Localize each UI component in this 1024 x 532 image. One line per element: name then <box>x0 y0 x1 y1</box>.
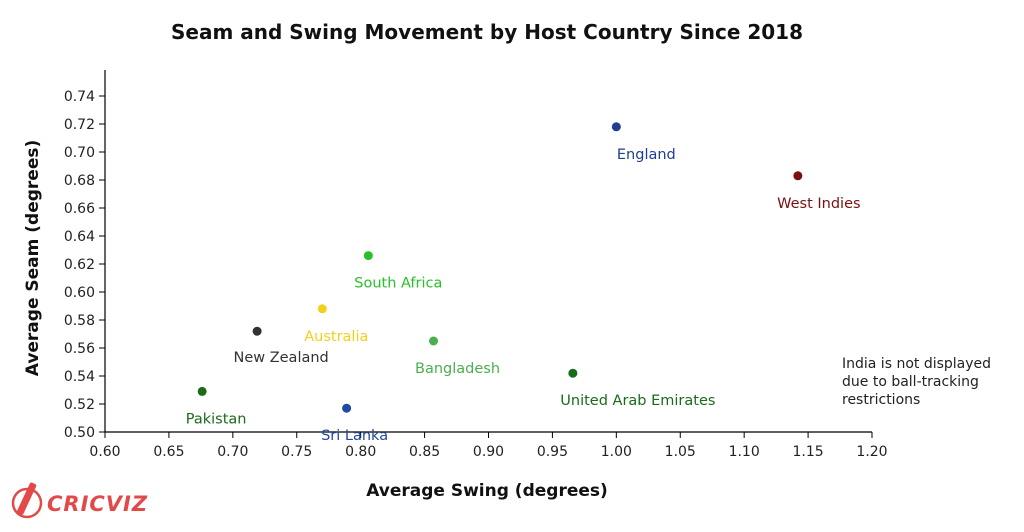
x-tick-label: 1.05 <box>665 444 696 460</box>
annotation-note: India is not displayed due to ball-track… <box>842 356 991 408</box>
annotation-line-1: India is not displayed <box>842 356 991 372</box>
data-point-label: West Indies <box>777 196 860 212</box>
y-tick-label: 0.50 <box>64 425 95 441</box>
x-tick-label: 1.00 <box>601 444 632 460</box>
y-tick-label: 0.74 <box>64 89 95 105</box>
y-tick-label: 0.70 <box>64 145 95 161</box>
cricket-bat-icon <box>11 482 43 519</box>
x-tick-label: 0.65 <box>153 444 184 460</box>
data-point <box>252 326 262 336</box>
x-tick-label: 0.95 <box>537 444 568 460</box>
data-point <box>611 122 621 132</box>
data-point-label: United Arab Emirates <box>560 393 715 409</box>
x-tick-label: 0.75 <box>281 444 312 460</box>
y-tick-label: 0.60 <box>64 285 95 301</box>
data-point-label: Australia <box>304 329 368 345</box>
annotation-line-3: restrictions <box>842 392 920 408</box>
data-point-label: New Zealand <box>233 350 328 366</box>
x-tick-label: 0.60 <box>89 444 120 460</box>
y-tick-label: 0.52 <box>64 397 95 413</box>
data-point <box>793 171 803 181</box>
data-point <box>568 368 578 378</box>
y-tick-label: 0.64 <box>64 229 95 245</box>
data-point <box>317 304 327 314</box>
x-tick-label: 0.90 <box>473 444 504 460</box>
x-tick-label: 1.20 <box>856 444 887 460</box>
data-point <box>197 386 207 396</box>
cricviz-logo: CRICVIZ <box>11 482 148 519</box>
data-point <box>342 403 352 413</box>
data-point-label: Pakistan <box>186 411 247 427</box>
data-point-label: Bangladesh <box>415 361 500 377</box>
y-tick-label: 0.68 <box>64 173 95 189</box>
y-tick-label: 0.66 <box>64 201 95 217</box>
y-tick-label: 0.62 <box>64 257 95 273</box>
data-point-label: Sri Lanka <box>321 428 388 444</box>
y-tick-label: 0.58 <box>64 313 95 329</box>
x-tick-label: 1.10 <box>729 444 760 460</box>
y-axis: 0.50 0.52 0.54 0.56 0.58 0.60 0.62 0.64 0.66 0.68… <box>64 70 106 441</box>
x-axis-title: Average Swing (degrees) <box>366 481 608 501</box>
logo-text: CRICVIZ <box>47 492 148 516</box>
x-tick-label: 1.15 <box>792 444 823 460</box>
y-tick-label: 0.72 <box>64 117 95 133</box>
x-tick-label: 0.80 <box>345 444 376 460</box>
data-point <box>363 251 373 261</box>
annotation-line-2: due to ball-tracking <box>842 374 979 390</box>
x-axis: 0.60 0.65 0.70 0.75 0.80 0.85 0.90 0.95 1.00 1.05… <box>89 431 888 460</box>
y-tick-label: 0.54 <box>64 369 95 385</box>
data-point <box>429 336 439 346</box>
data-point-label: England <box>617 147 676 163</box>
chart-title: Seam and Swing Movement by Host Country … <box>171 20 803 44</box>
data-point-label: South Africa <box>354 276 442 292</box>
y-tick-label: 0.56 <box>64 341 95 357</box>
x-tick-label: 0.85 <box>409 444 440 460</box>
x-tick-label: 0.70 <box>217 444 248 460</box>
data-points: England West Indies South Africa Australia N… <box>186 122 861 444</box>
y-axis-title: Average Seam (degrees) <box>23 140 43 376</box>
